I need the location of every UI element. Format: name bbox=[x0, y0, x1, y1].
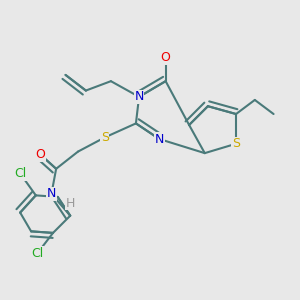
Text: S: S bbox=[232, 137, 240, 150]
Text: N: N bbox=[134, 90, 144, 103]
Text: Cl: Cl bbox=[14, 167, 26, 180]
Text: N: N bbox=[155, 133, 164, 146]
Text: O: O bbox=[161, 51, 171, 64]
Text: O: O bbox=[36, 148, 45, 161]
Text: S: S bbox=[100, 131, 109, 144]
Text: N: N bbox=[47, 187, 56, 200]
Text: Cl: Cl bbox=[31, 247, 44, 260]
Text: H: H bbox=[65, 197, 75, 210]
